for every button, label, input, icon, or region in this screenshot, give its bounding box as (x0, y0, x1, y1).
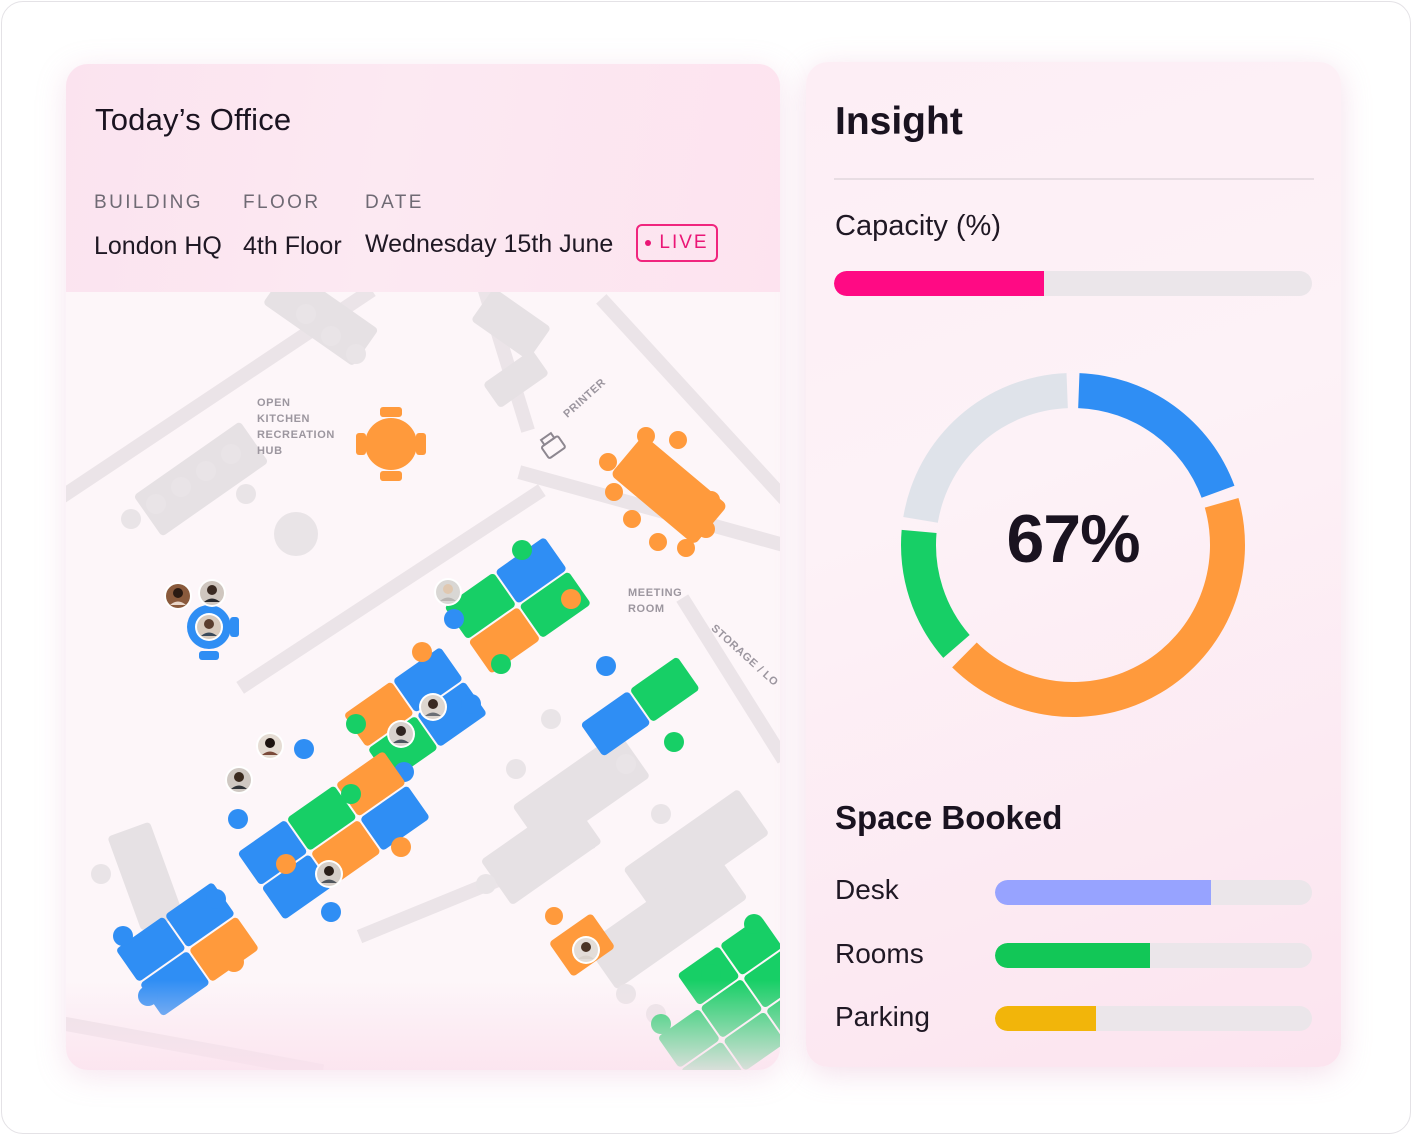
office-title: Today’s Office (95, 102, 292, 137)
avatar (256, 732, 284, 760)
insight-title: Insight (835, 100, 963, 143)
hub-round-table[interactable] (356, 407, 426, 481)
desk-cluster-c-chairs (596, 656, 684, 752)
building-value[interactable]: London HQ (94, 232, 222, 260)
printer-icon (539, 431, 566, 459)
live-badge: LIVE (636, 224, 718, 262)
live-badge-label: LIVE (659, 232, 709, 253)
todays-office-card: Today’s Office BUILDING FLOOR DATE Londo… (66, 64, 780, 1070)
donut-orange-segment (952, 498, 1245, 717)
insight-divider (834, 178, 1314, 180)
avatar (387, 720, 415, 748)
avatar (572, 936, 600, 964)
donut-gray-segment (903, 373, 1068, 523)
kitchen-label-line: KITCHEN (257, 413, 311, 425)
avatars (164, 578, 600, 964)
avatar (198, 579, 226, 607)
capacity-label: Capacity (%) (835, 210, 1001, 242)
kitchen-label-line: HUB (257, 445, 283, 457)
building-label: BUILDING (94, 192, 203, 213)
rooms-bar (995, 943, 1312, 968)
space-label-rooms: Rooms (835, 938, 924, 969)
avatar (195, 613, 223, 641)
meeting-label-line: ROOM (628, 603, 665, 615)
desk-cluster-d-chairs (228, 739, 411, 922)
meeting-room-label: MEETING ROOM (628, 585, 682, 617)
desk-cluster-a-chairs (491, 540, 532, 674)
desk-bar (995, 880, 1312, 905)
parking-bar-fill (995, 1006, 1097, 1031)
avatar (434, 578, 462, 606)
capacity-donut-chart (901, 373, 1245, 717)
office-header: Today’s Office BUILDING FLOOR DATE Londo… (66, 64, 780, 292)
desk-cluster-b[interactable] (344, 647, 488, 782)
donut-center-value: 67% (1006, 501, 1140, 577)
desk-cluster-a[interactable] (444, 537, 591, 674)
capacity-bar (834, 271, 1312, 296)
avatar (225, 766, 253, 794)
meeting-room-table[interactable] (599, 427, 728, 557)
kitchen-label-line: OPEN (257, 397, 291, 409)
date-label: DATE (365, 192, 424, 213)
kitchen-label-line: RECREATION (257, 429, 335, 441)
floor-value[interactable]: 4th Floor (243, 232, 342, 260)
donut-blue-segment (1078, 373, 1235, 498)
space-label-desk: Desk (835, 874, 899, 905)
kitchen-label: OPEN KITCHEN RECREATION HUB (257, 395, 335, 459)
date-value[interactable]: Wednesday 15th June (365, 230, 614, 258)
live-dot-icon (645, 240, 652, 246)
meeting-label-line: MEETING (628, 587, 683, 599)
map-fade (66, 980, 780, 1070)
capacity-bar-fill (834, 271, 1045, 296)
avatar (419, 693, 447, 721)
desk-bar-fill (995, 880, 1211, 905)
avatar (164, 582, 192, 610)
floor-label: FLOOR (243, 192, 321, 213)
desk-cluster-c[interactable] (580, 656, 700, 756)
space-booked-title: Space Booked (835, 799, 1063, 836)
insight-card: Insight Capacity (%) 67% Space Booked De… (806, 62, 1341, 1067)
space-label-parking: Parking (835, 1001, 930, 1032)
donut-green-segment (901, 529, 970, 658)
rooms-bar-fill (995, 943, 1151, 968)
avatar (315, 860, 343, 888)
parking-bar (995, 1006, 1312, 1031)
